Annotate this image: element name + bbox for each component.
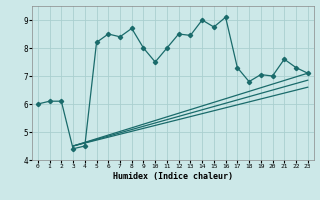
X-axis label: Humidex (Indice chaleur): Humidex (Indice chaleur)	[113, 172, 233, 181]
